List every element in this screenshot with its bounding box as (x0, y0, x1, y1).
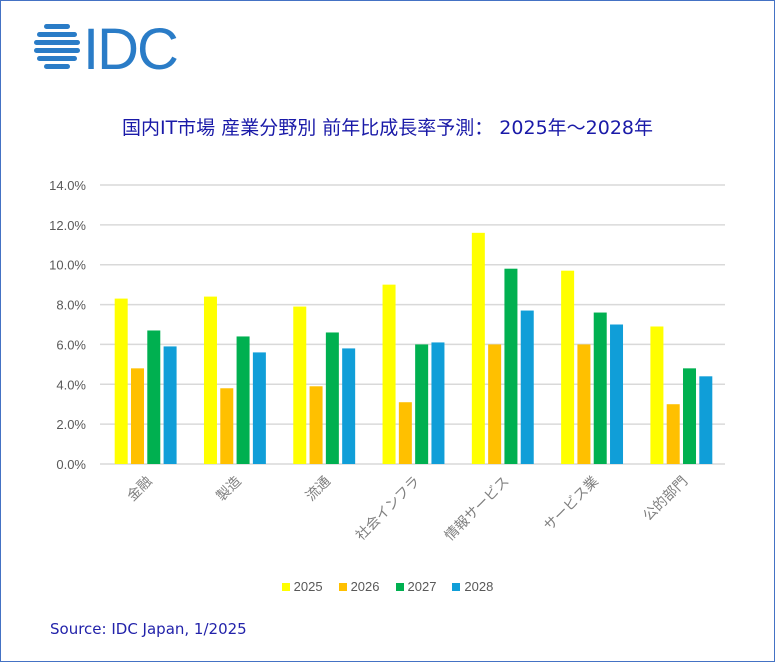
y-tick-label: 8.0% (56, 298, 86, 313)
legend-label: 2025 (293, 579, 323, 594)
bar-2026-3 (398, 402, 412, 464)
y-tick-label: 10.0% (49, 258, 86, 273)
chart-title: 国内IT市場 産業分野別 前年比成長率予測： 2025年～2028年 (121, 117, 654, 139)
x-category-label: 公的部門 (640, 474, 691, 525)
bar-2028-6 (699, 376, 713, 464)
legend-swatch (395, 582, 404, 591)
y-tick-label: 4.0% (56, 377, 86, 392)
legend-swatch (281, 582, 290, 591)
bar-2027-2 (325, 332, 339, 464)
bar-2025-2 (293, 306, 307, 464)
x-category-label: サービス業 (541, 474, 602, 535)
bar-2028-2 (342, 348, 356, 464)
bar-2026-0 (130, 368, 144, 464)
bar-2027-3 (415, 344, 429, 464)
globe-stripes-icon: IDC (34, 17, 179, 82)
bar-2025-1 (203, 296, 217, 464)
bar-2026-6 (666, 404, 680, 464)
bar-2027-1 (236, 336, 250, 464)
y-tick-label: 0.0% (56, 457, 86, 472)
bar-2027-4 (504, 268, 518, 464)
legend-item-2026: 2026 (338, 579, 380, 594)
idc-logo-text: IDC (83, 18, 177, 76)
bar-2025-0 (114, 298, 128, 464)
legend-label: 2028 (464, 579, 494, 594)
y-tick-label: 2.0% (56, 417, 86, 432)
bar-2025-5 (561, 270, 575, 464)
bar-2026-5 (577, 344, 591, 464)
bar-2028-4 (520, 310, 534, 464)
bar-2026-4 (488, 344, 502, 464)
y-tick-label: 12.0% (49, 218, 86, 233)
bar-2025-4 (471, 232, 485, 464)
x-category-label: 流通 (303, 474, 334, 505)
bar-2027-5 (593, 312, 607, 464)
bar-2026-2 (309, 386, 323, 464)
bar-2027-0 (147, 330, 161, 464)
legend-label: 2026 (350, 579, 380, 594)
legend-swatch (338, 582, 347, 591)
legend-swatch (452, 582, 461, 591)
legend-item-2027: 2027 (395, 579, 437, 594)
bar-2027-6 (683, 368, 697, 464)
bar-2025-6 (650, 326, 664, 464)
x-category-label: 製造 (214, 474, 245, 505)
source-note: Source: IDC Japan, 1/2025 (50, 620, 247, 638)
bar-2025-3 (382, 284, 396, 464)
bar-2028-1 (252, 352, 266, 464)
legend-label: 2027 (407, 579, 437, 594)
x-category-label: 情報サービス (442, 474, 513, 545)
legend-item-2028: 2028 (452, 579, 493, 594)
bar-2028-3 (431, 342, 445, 464)
bar-2028-0 (163, 346, 177, 464)
x-category-label: 社会インフラ (353, 474, 423, 544)
idc-logo: IDC (31, 17, 181, 82)
y-tick-label: 14.0% (49, 178, 86, 193)
y-tick-label: 6.0% (56, 337, 86, 352)
bar-2026-1 (220, 388, 234, 464)
legend-item-2025: 2025 (281, 579, 323, 594)
x-category-label: 金融 (124, 474, 155, 505)
chart-legend: 2025 2026 2027 2028 (0, 579, 775, 594)
bar-2028-5 (610, 324, 624, 464)
